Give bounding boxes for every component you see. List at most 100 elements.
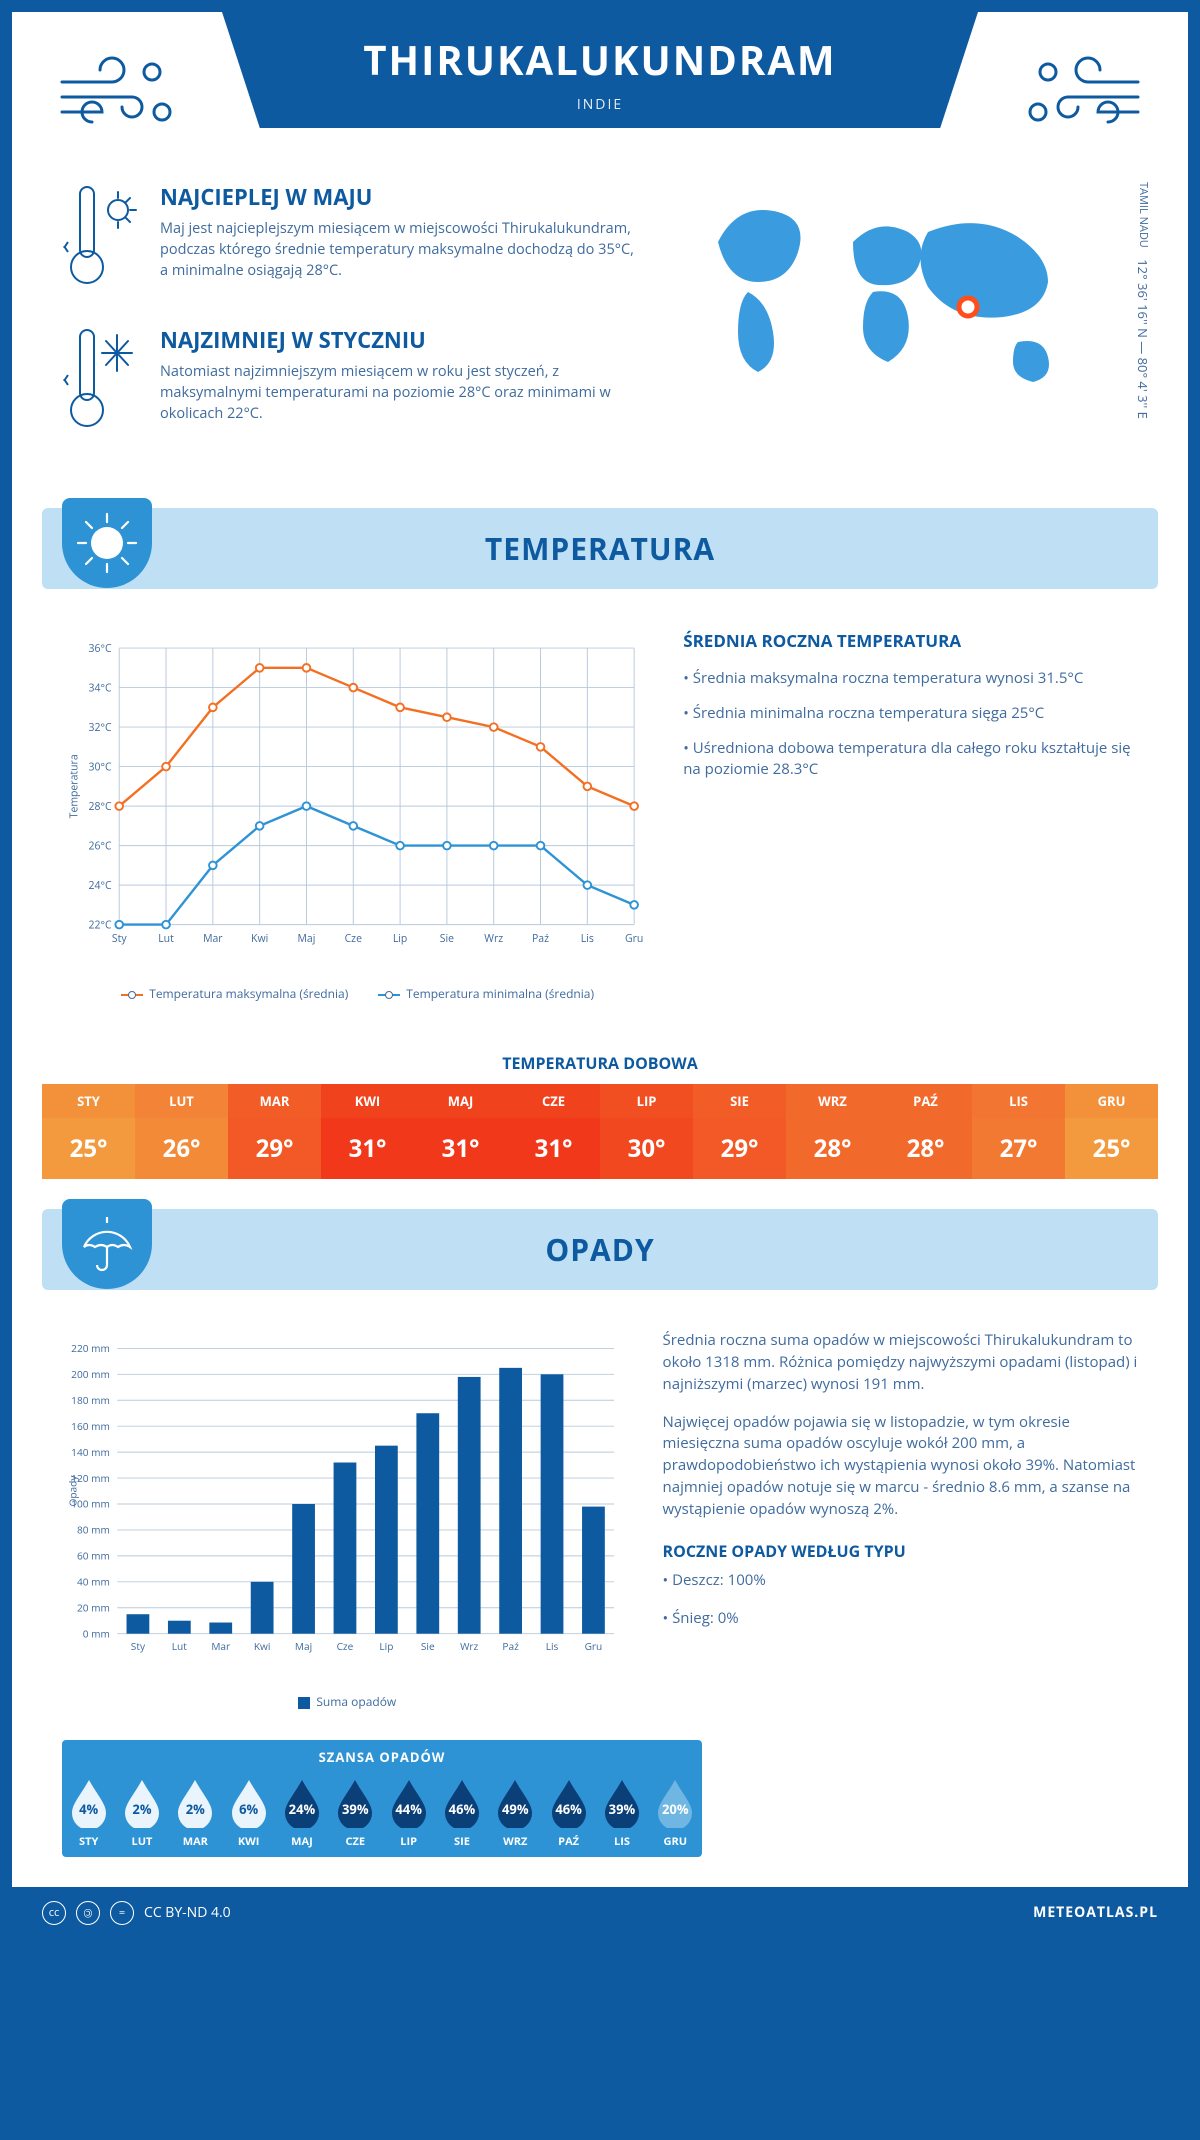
svg-text:Sty: Sty xyxy=(131,1640,146,1654)
intro-section: NAJCIEPLEJ W MAJU Maj jest najcieplejszy… xyxy=(12,182,1188,498)
daily-temp-cell: MAR29° xyxy=(228,1084,321,1179)
wind-icon-right xyxy=(1008,42,1148,142)
svg-text:220 mm: 220 mm xyxy=(71,1341,110,1355)
svg-text:Kwi: Kwi xyxy=(251,932,268,946)
chance-cell: 44% LIP xyxy=(382,1774,435,1849)
wind-icon-left xyxy=(52,42,192,142)
chance-cell: 20% GRU xyxy=(649,1774,702,1849)
coldest-title: NAJZIMNIEJ W STYCZNIU xyxy=(160,325,638,355)
raindrop-icon: 24% xyxy=(281,1778,323,1828)
svg-text:Lip: Lip xyxy=(393,932,408,946)
country-label: INDIE xyxy=(282,95,918,114)
chance-title: SZANSA OPADÓW xyxy=(62,1740,702,1774)
hottest-title: NAJCIEPLEJ W MAJU xyxy=(160,182,638,212)
precip-type-item: • Śnieg: 0% xyxy=(663,1608,1138,1630)
svg-text:Maj: Maj xyxy=(298,932,316,946)
raindrop-icon: 49% xyxy=(494,1778,536,1828)
svg-text:28°C: 28°C xyxy=(89,800,112,814)
chance-cell: 49% WRZ xyxy=(489,1774,542,1849)
intro-text-column: NAJCIEPLEJ W MAJU Maj jest najcieplejszy… xyxy=(62,182,638,468)
daily-temp-cell: LUT26° xyxy=(135,1084,228,1179)
title-block: THIRUKALUKUNDRAM INDIE xyxy=(222,12,978,128)
cc-icon: cc xyxy=(42,1901,66,1925)
chance-cell: 24% MAJ xyxy=(275,1774,328,1849)
svg-text:Kwi: Kwi xyxy=(254,1640,271,1654)
region-label: TAMIL NADU xyxy=(1136,182,1151,248)
precip-text: Średnia roczna suma opadów w miejscowośc… xyxy=(663,1330,1138,1710)
svg-text:24°C: 24°C xyxy=(89,879,112,893)
svg-text:34°C: 34°C xyxy=(89,681,112,695)
svg-text:Sie: Sie xyxy=(421,1640,435,1654)
svg-text:22°C: 22°C xyxy=(89,918,112,932)
raindrop-icon: 20% xyxy=(654,1778,696,1828)
svg-text:Lut: Lut xyxy=(172,1640,187,1654)
svg-text:Mar: Mar xyxy=(203,932,223,946)
temperature-row: 22°C24°C26°C28°C30°C32°C34°C36°CStyLutMa… xyxy=(12,619,1188,1032)
svg-text:Sty: Sty xyxy=(112,932,127,946)
map-column: TAMIL NADU 12° 36' 16'' N — 80° 4' 3'' E xyxy=(678,182,1138,468)
svg-text:Mar: Mar xyxy=(211,1640,230,1654)
svg-text:Sie: Sie xyxy=(440,932,454,946)
chance-cell: 46% SIE xyxy=(435,1774,488,1849)
temperature-title: TEMPERATURA xyxy=(42,528,1158,569)
svg-text:Wrz: Wrz xyxy=(460,1640,478,1654)
svg-text:Paź: Paź xyxy=(502,1640,519,1654)
svg-text:20 mm: 20 mm xyxy=(77,1601,110,1615)
license-block: cc 🄯 = CC BY-ND 4.0 xyxy=(42,1901,231,1925)
svg-text:40 mm: 40 mm xyxy=(77,1575,110,1589)
precip-row: 0 mm20 mm40 mm60 mm80 mm100 mm120 mm140 … xyxy=(12,1320,1188,1730)
svg-text:Opady: Opady xyxy=(66,1475,80,1507)
coldest-block: NAJZIMNIEJ W STYCZNIU Natomiast najzimni… xyxy=(62,325,638,440)
daily-temp-cell: WRZ28° xyxy=(786,1084,879,1179)
temp-stat-item: • Średnia minimalna roczna temperatura s… xyxy=(683,703,1138,724)
sun-icon xyxy=(62,498,152,588)
precip-p1: Średnia roczna suma opadów w miejscowośc… xyxy=(663,1330,1138,1395)
raindrop-icon: 2% xyxy=(121,1778,163,1828)
thermometer-cold-icon xyxy=(62,325,142,440)
svg-text:180 mm: 180 mm xyxy=(71,1393,110,1407)
raindrop-icon: 39% xyxy=(334,1778,376,1828)
raindrop-icon: 4% xyxy=(68,1778,110,1828)
daily-temp-cell: STY25° xyxy=(42,1084,135,1179)
chance-cell: 39% CZE xyxy=(329,1774,382,1849)
svg-text:Maj: Maj xyxy=(295,1640,312,1654)
site-label: METEOATLAS.PL xyxy=(1033,1903,1158,1922)
svg-text:Temperatura: Temperatura xyxy=(67,754,81,818)
by-icon: 🄯 xyxy=(76,1901,100,1925)
temp-stat-item: • Uśredniona dobowa temperatura dla całe… xyxy=(683,738,1138,780)
page: THIRUKALUKUNDRAM INDIE NAJCIEPLEJ W MAJU… xyxy=(12,12,1188,1939)
svg-text:0 mm: 0 mm xyxy=(83,1627,110,1641)
header: THIRUKALUKUNDRAM INDIE xyxy=(12,12,1188,182)
precip-type-item: • Deszcz: 100% xyxy=(663,1570,1138,1592)
precip-legend: Suma opadów xyxy=(62,1693,633,1710)
precip-legend-label: Suma opadów xyxy=(316,1693,396,1710)
svg-text:Gru: Gru xyxy=(585,1640,603,1654)
location-title: THIRUKALUKUNDRAM xyxy=(282,32,918,87)
temp-stat-item: • Średnia maksymalna roczna temperatura … xyxy=(683,668,1138,689)
coordinates-label: TAMIL NADU 12° 36' 16'' N — 80° 4' 3'' E xyxy=(1134,182,1152,419)
svg-text:Cze: Cze xyxy=(345,932,363,946)
raindrop-icon: 39% xyxy=(601,1778,643,1828)
svg-text:Lis: Lis xyxy=(581,932,594,946)
daily-temp-cell: PAŹ28° xyxy=(879,1084,972,1179)
svg-text:Lis: Lis xyxy=(546,1640,559,1654)
precip-type-title: ROCZNE OPADY WEDŁUG TYPU xyxy=(663,1540,1138,1562)
svg-text:Cze: Cze xyxy=(337,1640,354,1654)
svg-text:140 mm: 140 mm xyxy=(71,1445,110,1459)
license-label: CC BY-ND 4.0 xyxy=(144,1903,231,1922)
svg-text:60 mm: 60 mm xyxy=(77,1549,110,1563)
daily-temp-cell: KWI31° xyxy=(321,1084,414,1179)
daily-temp-cell: SIE29° xyxy=(693,1084,786,1179)
svg-text:Paź: Paź xyxy=(532,932,549,946)
svg-text:30°C: 30°C xyxy=(89,760,112,774)
thermometer-hot-icon xyxy=(62,182,142,297)
footer: cc 🄯 = CC BY-ND 4.0 METEOATLAS.PL xyxy=(12,1887,1188,1939)
raindrop-icon: 2% xyxy=(174,1778,216,1828)
svg-text:Lut: Lut xyxy=(158,932,174,946)
svg-text:200 mm: 200 mm xyxy=(71,1367,110,1381)
chance-cell: 2% LUT xyxy=(115,1774,168,1849)
raindrop-icon: 44% xyxy=(388,1778,430,1828)
daily-temp-cell: LIP30° xyxy=(600,1084,693,1179)
chance-cell: 46% PAŹ xyxy=(542,1774,595,1849)
svg-text:Gru: Gru xyxy=(625,932,643,946)
